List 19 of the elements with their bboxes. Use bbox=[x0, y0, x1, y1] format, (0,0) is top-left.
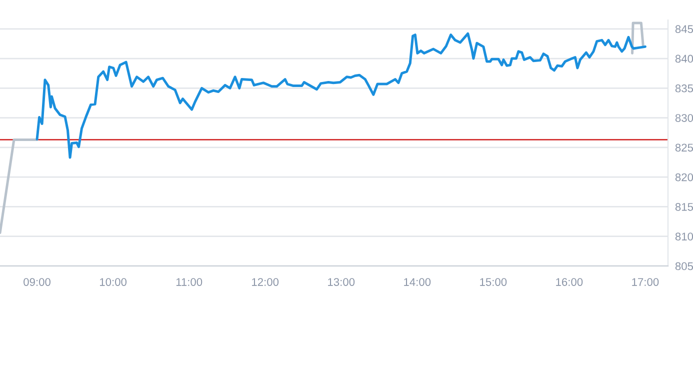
x-tick-label: 11:00 bbox=[176, 278, 202, 286]
y-tick-label: 845 bbox=[675, 25, 693, 34]
y-tick-label: 830 bbox=[675, 114, 693, 122]
x-tick-label: 16:00 bbox=[556, 278, 583, 286]
x-tick-label: 15:00 bbox=[480, 278, 507, 286]
y-tick-label: 840 bbox=[675, 54, 693, 63]
y-tick-label: 825 bbox=[675, 144, 693, 152]
x-tick-label: 14:00 bbox=[404, 278, 431, 286]
y-tick-label: 815 bbox=[675, 202, 693, 211]
x-tick-label: 09:00 bbox=[24, 278, 50, 286]
x-tick-label: 13:00 bbox=[328, 278, 355, 286]
y-tick-label: 820 bbox=[675, 173, 693, 182]
y-tick-label: 835 bbox=[675, 84, 693, 92]
x-tick-label: 10:00 bbox=[100, 278, 127, 286]
x-tick-label: 12:00 bbox=[252, 278, 279, 286]
x-tick-label: 17:00 bbox=[632, 278, 659, 286]
y-tick-label: 810 bbox=[675, 232, 693, 240]
line-series bbox=[36, 32, 646, 159]
y-tick-label: 805 bbox=[675, 262, 693, 270]
